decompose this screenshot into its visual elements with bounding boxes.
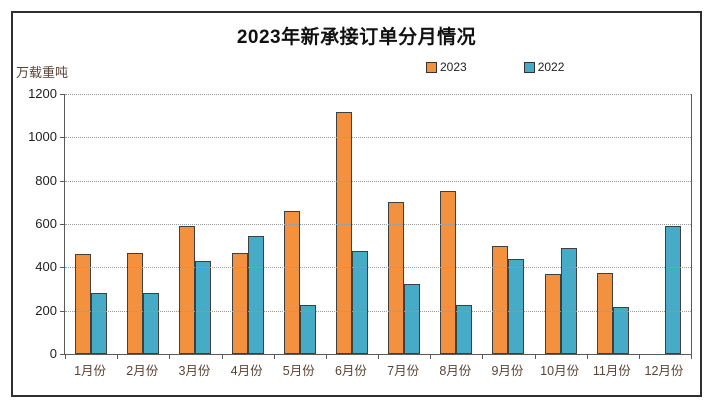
bar-2022-10月份 [560,248,577,354]
y-tick-label-400: 400 [35,259,57,275]
x-tick-11 [638,355,640,359]
y-tick-1000 [60,137,65,139]
bar-2023-9月份 [492,246,509,354]
bar-2022-4月份 [247,236,264,354]
bar-2022-2月份 [143,293,160,354]
gridline-200 [65,310,691,312]
x-tick-4 [273,355,275,359]
y-tick-label-1000: 1000 [28,129,57,145]
x-axis-label-2月份: 2月份 [126,364,159,378]
bar-2022-9月份 [508,259,525,354]
chart-frame: 2023年新承接订单分月情况 万载重吨 2023 2022 0 200 400 600 8… [11,11,702,397]
legend: 2023 2022 [426,60,564,74]
legend-item-2022: 2022 [523,60,565,74]
x-axis-label-10月份: 10月份 [540,364,580,378]
plot-area [60,94,692,359]
gridline-600 [65,224,691,225]
bar-slots [65,94,691,354]
category-slot-12月份 [639,94,691,354]
x-axis-label-9月份: 9月份 [491,364,524,378]
bar-2023-3月份 [179,226,196,354]
x-axis-label-7月份: 7月份 [387,364,420,378]
x-axis-labels: 1月份 2月份 3月份 4月份 5月份 6月份 7月份 8月份 9月份 10月份 11月份 12月份 [64,360,690,379]
bar-2022-5月份 [299,305,316,354]
x-tick-9 [534,355,536,359]
chart-title: 2023年新承接订单分月情况 [236,27,477,48]
category-slot-11月份 [587,94,639,354]
bar-2022-1月份 [91,293,108,354]
legend-swatch-2023 [426,61,437,73]
x-tick-1 [117,355,119,359]
legend-label-2022: 2022 [537,60,565,74]
x-axis-label-8月份: 8月份 [439,364,472,378]
category-slot-8月份 [430,94,482,354]
category-slot-5月份 [274,94,326,354]
bar-2022-7月份 [404,284,421,354]
category-slot-1月份 [65,94,117,354]
category-slot-2月份 [117,94,169,354]
gridline-400 [65,267,691,269]
legend-swatch-2022 [523,61,535,73]
category-slot-7月份 [378,94,430,354]
category-slot-10月份 [535,94,587,354]
bar-2023-6月份 [335,112,352,354]
y-tick-label-800: 800 [35,172,57,188]
bar-2022-12月份 [664,226,681,354]
bar-2023-5月份 [283,211,300,354]
x-tick-0 [65,355,66,359]
bar-2023-1月份 [75,254,92,354]
x-axis-label-5月份: 5月份 [282,364,315,378]
bar-2022-11月份 [612,307,629,354]
legend-label-2023: 2023 [440,60,467,74]
y-tick-400 [60,267,65,269]
bar-2022-3月份 [195,261,212,354]
y-tick-800 [60,180,65,182]
x-axis-label-3月份: 3月份 [178,364,211,378]
x-tick-2 [169,355,171,359]
y-tick-200 [60,310,65,312]
gridline-1000 [65,137,691,139]
bar-2023-10月份 [544,274,561,354]
x-tick-10 [586,355,588,359]
y-tick-600 [60,224,65,225]
y-tick-0 [60,354,65,355]
y-axis-unit-label: 万载重吨 [16,65,69,80]
category-slot-9月份 [482,94,534,354]
x-axis-ticks [65,354,692,359]
x-axis-label-4月份: 4月份 [230,364,263,378]
bar-2022-8月份 [456,305,473,354]
bar-2022-6月份 [351,251,368,354]
y-axis-tick-labels: 0 200 400 600 800 1000 1200 [13,87,60,361]
x-tick-8 [482,355,484,359]
x-axis-label-12月份: 12月份 [644,364,684,378]
bar-2023-7月份 [388,202,405,354]
bar-2023-8月份 [440,191,457,354]
x-tick-6 [378,355,379,359]
gridline-1200 [65,94,691,95]
category-slot-4月份 [222,94,274,354]
y-tick-label-0: 0 [49,346,57,361]
x-axis-label-6月份: 6月份 [334,364,367,378]
x-axis-label-11月份: 11月份 [592,364,631,378]
x-tick-3 [221,355,223,359]
legend-item-2023: 2023 [426,60,467,74]
y-tick-label-1200: 1200 [28,86,57,101]
bar-2023-11月份 [596,273,613,354]
bar-2023-2月份 [127,253,144,354]
gridline-800 [65,180,691,182]
x-tick-12 [691,355,692,359]
y-tick-1200 [60,94,65,95]
y-tick-label-200: 200 [35,302,57,318]
category-slot-3月份 [169,94,221,354]
bar-2023-4月份 [231,253,248,354]
x-axis-label-1月份: 1月份 [74,364,107,378]
category-slot-6月份 [326,94,378,354]
x-tick-5 [325,355,327,359]
x-tick-7 [430,355,432,359]
y-tick-label-600: 600 [35,216,57,231]
